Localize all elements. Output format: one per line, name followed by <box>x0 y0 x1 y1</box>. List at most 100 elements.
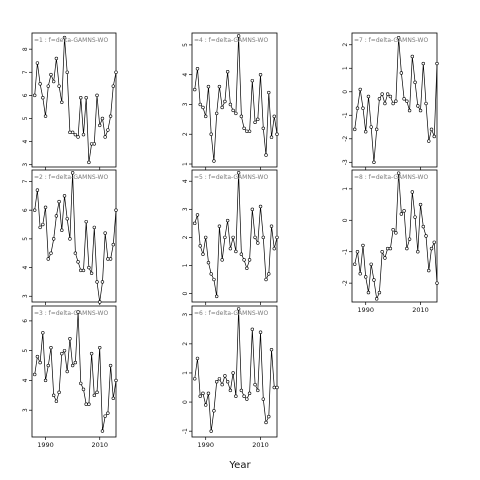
panel-4-data-point <box>206 84 211 89</box>
panel-1-data-point <box>84 95 88 100</box>
panel-2-data-point <box>46 257 50 261</box>
panel-7-data-point <box>424 101 428 106</box>
panel-6-xtick-label: 2010 <box>252 441 269 449</box>
panel-2-data-point <box>87 265 91 270</box>
panel-6-data-point <box>272 385 276 390</box>
panel-2-data-point <box>57 199 61 204</box>
panel-1-data-point <box>65 70 69 74</box>
panel-1-data-point <box>76 135 80 139</box>
panel-8-data-point <box>361 243 365 248</box>
panel-4-data-point <box>236 34 241 38</box>
panel-6-data-point <box>225 379 230 384</box>
panel-2-data-point <box>70 171 75 175</box>
panel-3-data-point <box>108 363 113 368</box>
panel-5-data-point <box>253 235 257 240</box>
panel-4-data-point <box>247 129 252 133</box>
panel-5-data-point <box>228 246 233 251</box>
panel-5-data-point <box>247 258 252 262</box>
panel-2-ytick-label: 5 <box>22 237 29 241</box>
panel-4-ytick-label: 1 <box>182 162 189 166</box>
panel-1-data-point <box>68 130 72 135</box>
panel-8-data-point <box>413 215 417 219</box>
panel-3-data-point <box>35 354 40 359</box>
panel-4-data-point <box>220 105 224 110</box>
panel-4-data-point <box>214 111 219 116</box>
panel-4-data-point <box>264 153 268 157</box>
panel-3-data-point <box>43 378 48 383</box>
panel-5-data-point <box>217 224 222 228</box>
panel-1-data-point <box>89 142 94 146</box>
panel-8-data-point <box>424 234 428 238</box>
panel-4-data-point <box>228 102 233 107</box>
panel-2-data-point <box>60 228 64 232</box>
panel-8-data-point <box>353 262 357 266</box>
panel-3-data-point <box>68 337 72 341</box>
panel-3-data-point <box>51 393 56 398</box>
panel-4-data-point <box>217 84 222 89</box>
panel-6-data-point <box>275 385 279 390</box>
panel-8-data-point <box>399 212 404 216</box>
panel-2-data-point <box>62 194 67 198</box>
panel-1-title: =1 : f=delta-GAMNS-WO <box>34 37 109 44</box>
panel-5-data-point <box>201 252 205 256</box>
panel-8-data-point <box>380 250 384 254</box>
panel-4-ytick-label: 5 <box>182 43 189 47</box>
panel-8-data-point <box>407 237 412 241</box>
panel-3-data-point <box>81 387 86 392</box>
panel-7-data-point <box>410 54 415 59</box>
panel-1-ytick-label: 5 <box>22 116 29 120</box>
panel-3-data-point <box>41 331 45 335</box>
panel-4-data-point <box>201 105 205 110</box>
panel-6-ytick-label: 1 <box>182 371 189 375</box>
panel-6-data-point <box>220 382 224 387</box>
panel-8-xtick-label: 1990 <box>357 306 374 314</box>
panel-5-data-point <box>231 235 235 240</box>
panel-1-data-point <box>100 116 105 121</box>
panel-2-frame <box>31 169 117 303</box>
panel-7-ytick-label: -1 <box>342 112 349 118</box>
panel-1-ytick-label: 3 <box>22 163 29 167</box>
panel-4-data-point <box>245 129 249 133</box>
panel-3-data-point <box>89 351 94 356</box>
panel-6-data-point <box>223 374 227 378</box>
panel-1-data-point <box>35 61 40 65</box>
panel-4-data-point <box>231 108 235 113</box>
panel-5-data-point <box>214 294 219 299</box>
panel-7-data-point <box>396 36 401 40</box>
panel-6-data-point <box>212 409 216 413</box>
panel-5-frame <box>191 169 278 303</box>
panel-3-series-line <box>34 311 117 432</box>
panel-4-data-point <box>234 111 238 116</box>
panel-2-data-point <box>114 208 118 212</box>
panel-7-data-point <box>366 94 371 99</box>
panel-2-data-point <box>106 257 110 261</box>
panel-3-data-point <box>49 345 53 350</box>
panel-4-data-point <box>272 114 276 119</box>
panel-1-data-point <box>106 128 110 132</box>
panel-2-data-point <box>49 251 53 255</box>
panel-7-data-point <box>374 127 379 132</box>
panel-1-data-point <box>38 82 42 86</box>
panel-2-data-point <box>35 188 40 192</box>
panel-6-data-point <box>201 391 205 396</box>
panel-7-data-point <box>372 160 376 164</box>
panel-5-data-point <box>242 258 246 262</box>
panel-1-data-point <box>73 132 78 137</box>
panel-4-ytick-label: 2 <box>182 132 189 136</box>
panel-6-ytick-label: 2 <box>182 342 189 346</box>
panel-6-data-point <box>258 330 263 334</box>
panel-3-data-point <box>92 393 97 398</box>
panel-1-data-point <box>43 114 48 118</box>
panel-5-ytick-label: 4 <box>182 179 189 183</box>
panel-5-data-point <box>220 258 224 262</box>
panel-2-data-point <box>111 242 115 247</box>
panel-5-title: =5 : f=delta-GAMNS-WO <box>194 174 269 181</box>
panel-7-data-point <box>380 92 384 96</box>
panel-1-data-point <box>92 142 97 146</box>
panel-7-data-point <box>394 99 398 103</box>
panel-1-data-point <box>46 84 50 88</box>
panel-3-data-point <box>57 390 61 395</box>
panel-4-data-point <box>209 132 213 136</box>
panel-6-data-point <box>234 394 238 398</box>
